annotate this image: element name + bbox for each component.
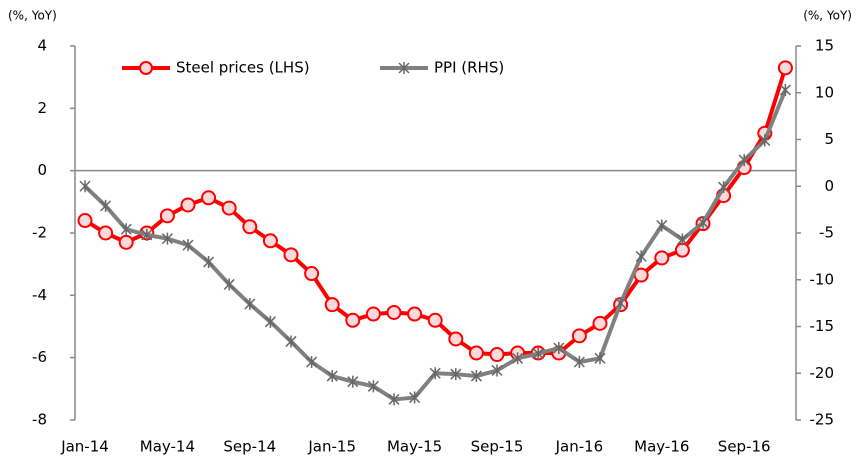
y2-tick-label: 10 bbox=[815, 83, 834, 101]
point bbox=[242, 219, 258, 235]
point bbox=[409, 391, 421, 404]
x-tick-label: May-15 bbox=[387, 438, 442, 456]
point bbox=[429, 367, 441, 380]
y-tick-label: 0 bbox=[37, 161, 47, 179]
point bbox=[779, 83, 791, 96]
point bbox=[203, 255, 215, 268]
legend-marker bbox=[139, 61, 153, 75]
point bbox=[594, 352, 606, 365]
x-tick-label: May-14 bbox=[140, 438, 195, 456]
x-tick-label: Sep-14 bbox=[223, 438, 276, 456]
legend-marker bbox=[398, 62, 410, 74]
point bbox=[182, 239, 194, 252]
y2-tick-label: 0 bbox=[824, 177, 834, 195]
y2-tick-label: 15 bbox=[815, 37, 834, 55]
x-tick-label: May-16 bbox=[634, 438, 689, 456]
point bbox=[448, 331, 464, 347]
point bbox=[592, 315, 608, 331]
point bbox=[79, 180, 91, 193]
point bbox=[656, 219, 668, 232]
point bbox=[201, 190, 217, 206]
x-tick-label: Jan-16 bbox=[555, 438, 604, 456]
point bbox=[388, 393, 400, 406]
point bbox=[759, 134, 771, 147]
y-tick-label: -8 bbox=[32, 411, 47, 429]
point bbox=[180, 197, 196, 213]
point bbox=[571, 328, 587, 344]
point bbox=[98, 225, 114, 241]
point bbox=[100, 199, 112, 212]
y-tick-label: -4 bbox=[32, 286, 47, 304]
point bbox=[159, 208, 175, 224]
point bbox=[674, 242, 690, 258]
y-tick-label: 4 bbox=[37, 37, 47, 55]
x-tick-label: Jan-15 bbox=[307, 438, 356, 456]
y2-tick-label: -5 bbox=[819, 224, 834, 242]
point bbox=[777, 60, 793, 76]
point bbox=[264, 315, 276, 328]
point bbox=[532, 347, 544, 360]
point bbox=[512, 352, 524, 365]
point bbox=[262, 233, 278, 249]
point bbox=[491, 364, 503, 377]
y2-tick-label: -25 bbox=[810, 411, 835, 429]
point bbox=[427, 312, 443, 328]
point bbox=[347, 375, 359, 388]
point bbox=[345, 312, 361, 328]
legend-label: Steel prices (LHS) bbox=[176, 59, 310, 77]
point bbox=[654, 250, 670, 266]
y2-tick-label: -15 bbox=[810, 317, 835, 335]
point bbox=[324, 297, 340, 313]
point bbox=[161, 232, 173, 245]
point bbox=[407, 306, 423, 322]
y2-tick-label: -10 bbox=[810, 270, 835, 288]
y-tick-label: -2 bbox=[32, 224, 47, 242]
y-tick-label: -6 bbox=[32, 348, 47, 366]
point bbox=[141, 228, 153, 241]
y-tick-label: 2 bbox=[37, 99, 47, 117]
y2-axis-label: (%, YoY) bbox=[803, 9, 852, 23]
y2-tick-label: 5 bbox=[824, 130, 834, 148]
point bbox=[221, 200, 237, 216]
point bbox=[285, 335, 297, 348]
point bbox=[223, 278, 235, 291]
point bbox=[304, 266, 320, 282]
point bbox=[118, 234, 134, 250]
x-tick-label: Sep-15 bbox=[471, 438, 524, 456]
y-axis-label: (%, YoY) bbox=[8, 9, 57, 23]
point bbox=[573, 356, 585, 369]
point bbox=[326, 370, 338, 383]
point bbox=[365, 306, 381, 322]
point bbox=[738, 154, 750, 167]
point bbox=[470, 370, 482, 383]
point bbox=[615, 297, 627, 310]
point bbox=[244, 298, 256, 311]
point bbox=[468, 345, 484, 361]
point bbox=[386, 304, 402, 320]
point bbox=[635, 250, 647, 263]
x-tick-label: Jan-14 bbox=[60, 438, 109, 456]
legend-label: PPI (RHS) bbox=[434, 59, 504, 77]
point bbox=[553, 342, 565, 355]
point bbox=[367, 380, 379, 393]
point bbox=[306, 356, 318, 369]
x-tick-label: Sep-16 bbox=[718, 438, 771, 456]
point bbox=[489, 347, 505, 363]
point bbox=[77, 213, 93, 229]
point bbox=[718, 181, 730, 194]
point bbox=[283, 247, 299, 263]
point bbox=[450, 368, 462, 381]
point bbox=[697, 216, 709, 229]
y2-tick-label: -20 bbox=[810, 364, 835, 382]
point bbox=[120, 223, 132, 236]
point bbox=[676, 233, 688, 246]
